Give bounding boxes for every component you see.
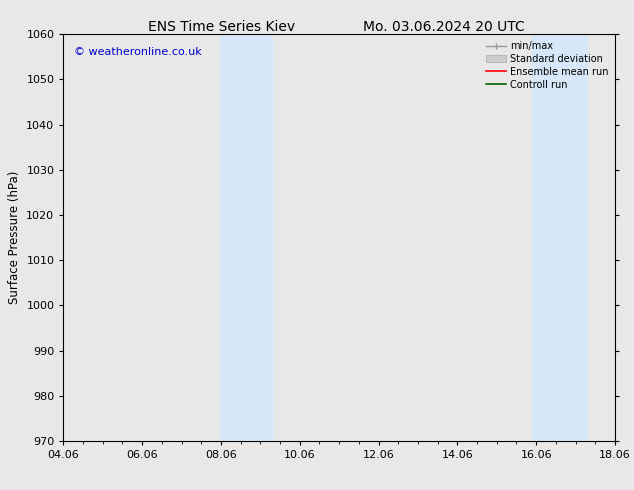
Text: © weatheronline.co.uk: © weatheronline.co.uk xyxy=(74,47,202,56)
Bar xyxy=(533,34,588,441)
Text: Mo. 03.06.2024 20 UTC: Mo. 03.06.2024 20 UTC xyxy=(363,20,525,34)
Text: ENS Time Series Kiev: ENS Time Series Kiev xyxy=(148,20,295,34)
Bar xyxy=(221,34,272,441)
Y-axis label: Surface Pressure (hPa): Surface Pressure (hPa) xyxy=(8,171,21,304)
Legend: min/max, Standard deviation, Ensemble mean run, Controll run: min/max, Standard deviation, Ensemble me… xyxy=(484,39,610,92)
